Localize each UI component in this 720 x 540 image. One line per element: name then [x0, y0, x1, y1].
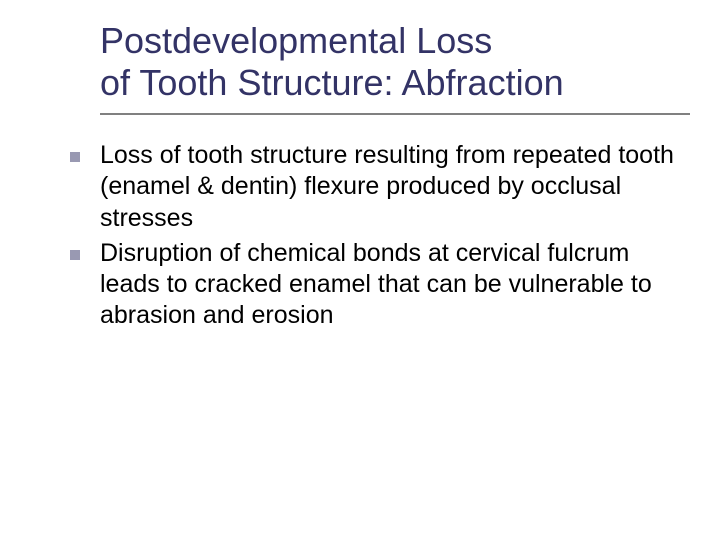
title-underline — [100, 113, 690, 115]
square-bullet-icon — [70, 250, 80, 260]
bullet-text: Loss of tooth structure resulting from r… — [100, 140, 680, 234]
bullet-text: Disruption of chemical bonds at cervical… — [100, 238, 680, 332]
list-item: Loss of tooth structure resulting from r… — [60, 140, 680, 234]
title-block: Postdevelopmental Loss of Tooth Structur… — [100, 20, 690, 115]
slide: Postdevelopmental Loss of Tooth Structur… — [0, 0, 720, 540]
square-bullet-icon — [70, 152, 80, 162]
content-area: Loss of tooth structure resulting from r… — [60, 140, 680, 336]
list-item: Disruption of chemical bonds at cervical… — [60, 238, 680, 332]
title-line-1: Postdevelopmental Loss — [100, 20, 492, 61]
slide-title: Postdevelopmental Loss of Tooth Structur… — [100, 20, 690, 105]
bullet-list: Loss of tooth structure resulting from r… — [60, 140, 680, 332]
title-line-2: of Tooth Structure: Abfraction — [100, 62, 564, 103]
